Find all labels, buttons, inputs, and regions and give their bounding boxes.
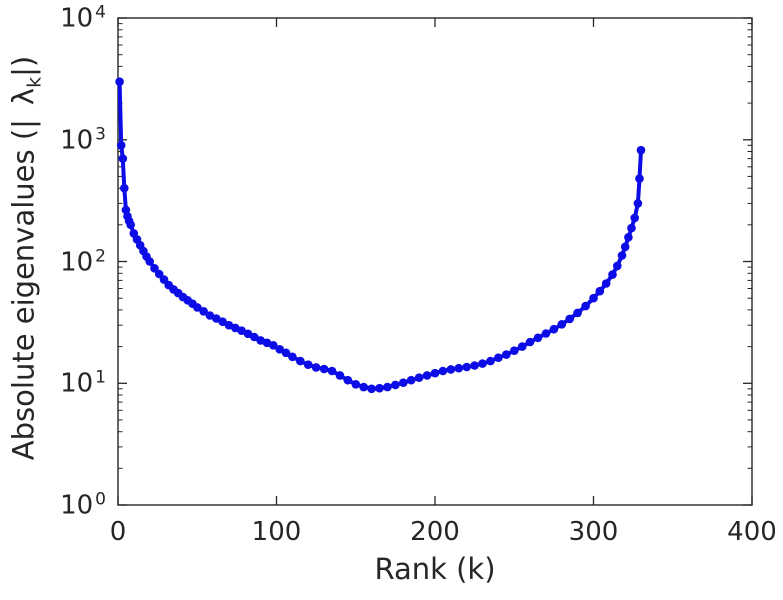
x-axis-label: Rank (k) <box>374 552 496 586</box>
y-axis-label-suffix: |) <box>6 55 41 77</box>
y-axis-label: Absolute eigenvalues (| λk|) <box>7 56 46 460</box>
lambda-subscript: k <box>23 76 46 88</box>
data-line <box>117 79 643 391</box>
axes-box <box>117 17 753 506</box>
y-axis-label-prefix: Absolute eigenvalues (| <box>6 119 41 461</box>
lambda-symbol: λ <box>6 87 41 106</box>
axis-ticks <box>117 17 753 506</box>
data-markers <box>115 77 646 394</box>
